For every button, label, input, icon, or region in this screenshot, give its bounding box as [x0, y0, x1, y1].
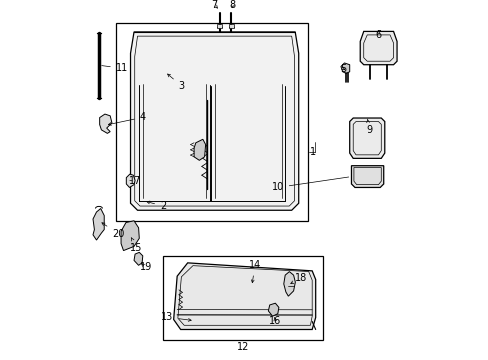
Text: 19: 19: [139, 262, 151, 273]
Polygon shape: [349, 118, 384, 158]
Text: 3: 3: [167, 74, 184, 91]
Text: 2: 2: [146, 201, 166, 211]
Text: 1: 1: [309, 147, 315, 157]
Text: 16: 16: [269, 316, 281, 326]
Text: 4: 4: [108, 112, 145, 125]
Polygon shape: [283, 272, 295, 296]
Polygon shape: [268, 303, 278, 316]
Text: 8: 8: [229, 0, 236, 10]
Bar: [228, 24, 233, 28]
Text: 20: 20: [102, 223, 124, 239]
Bar: [163, 256, 322, 340]
Text: 13: 13: [161, 312, 191, 322]
Text: 5: 5: [340, 64, 346, 74]
Text: 15: 15: [130, 238, 142, 253]
Text: 9: 9: [365, 119, 371, 135]
Polygon shape: [360, 31, 396, 65]
Polygon shape: [126, 174, 135, 188]
Text: 17: 17: [128, 176, 141, 186]
Polygon shape: [121, 221, 139, 251]
Polygon shape: [194, 139, 205, 160]
Text: 12: 12: [236, 342, 248, 352]
Text: 6: 6: [375, 30, 381, 40]
Bar: [217, 24, 222, 28]
Polygon shape: [130, 32, 298, 210]
Bar: [116, 23, 307, 221]
Polygon shape: [340, 63, 349, 73]
Polygon shape: [173, 263, 315, 329]
Text: 11: 11: [102, 63, 128, 73]
Text: 10: 10: [271, 177, 348, 193]
Polygon shape: [93, 208, 104, 240]
Text: 18: 18: [290, 273, 307, 284]
Text: 14: 14: [248, 260, 261, 283]
Text: 7: 7: [211, 0, 218, 10]
Polygon shape: [134, 252, 142, 265]
Polygon shape: [351, 166, 383, 188]
Polygon shape: [100, 114, 112, 133]
